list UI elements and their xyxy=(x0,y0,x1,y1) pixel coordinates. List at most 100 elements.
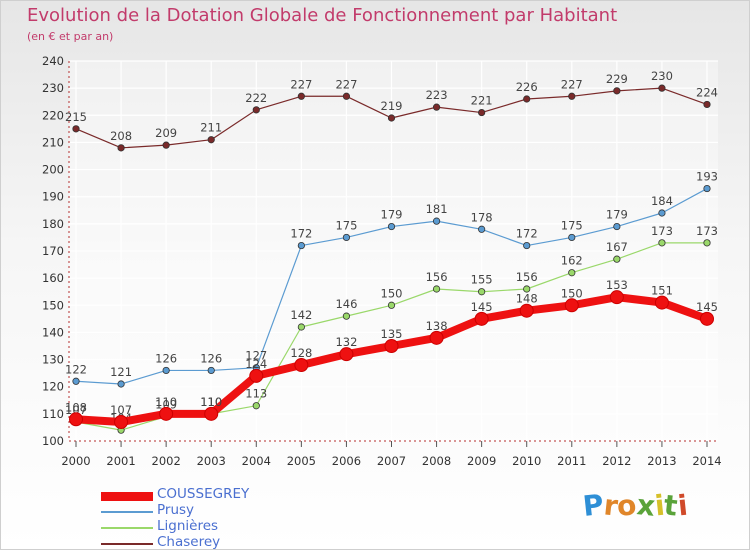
data-label-chaserey: 227 xyxy=(561,77,583,91)
data-point-coussegrey xyxy=(159,406,174,421)
data-label-prusy: 181 xyxy=(426,202,448,216)
data-label-chaserey: 227 xyxy=(290,77,312,91)
data-point-prusy xyxy=(117,380,125,388)
data-label-coussegrey: 108 xyxy=(65,400,87,414)
data-label-ligni-res: 173 xyxy=(651,224,673,238)
data-label-prusy: 178 xyxy=(471,210,493,224)
data-label-ligni-res: 167 xyxy=(606,240,628,254)
legend-swatch-prusy xyxy=(101,511,153,513)
data-point-chaserey xyxy=(658,84,666,92)
data-point-coussegrey xyxy=(564,298,579,313)
data-label-ligni-res: 146 xyxy=(335,297,357,311)
data-point-chaserey xyxy=(297,92,305,100)
data-point-prusy xyxy=(658,209,666,217)
data-label-coussegrey: 132 xyxy=(335,335,357,349)
y-tick-label: 170 xyxy=(42,244,64,258)
x-tick-label: 2003 xyxy=(197,454,226,468)
data-label-coussegrey: 128 xyxy=(290,346,312,360)
line-chart: 1001101201301401501601701801902002102202… xyxy=(42,54,722,468)
data-label-ligni-res: 150 xyxy=(381,286,403,300)
data-point-ligni-res xyxy=(297,323,305,331)
data-point-prusy xyxy=(297,241,305,250)
x-tick-label: 2005 xyxy=(287,454,316,468)
data-label-ligni-res: 173 xyxy=(696,224,718,238)
data-label-prusy: 172 xyxy=(516,227,538,241)
data-point-coussegrey xyxy=(249,368,264,383)
data-label-chaserey: 224 xyxy=(696,85,718,99)
data-point-ligni-res xyxy=(432,285,441,293)
chart-title: Evolution de la Dotation Globale de Fonc… xyxy=(27,5,618,26)
data-label-chaserey: 219 xyxy=(381,99,403,113)
x-tick-label: 2014 xyxy=(692,454,721,468)
data-point-prusy xyxy=(613,222,621,231)
data-point-prusy xyxy=(162,366,170,375)
legend-label-ligni-res: Lignières xyxy=(157,518,219,534)
data-label-chaserey: 229 xyxy=(606,72,628,86)
data-point-chaserey xyxy=(387,114,396,122)
data-label-chaserey: 208 xyxy=(110,129,132,143)
data-label-coussegrey: 145 xyxy=(471,300,493,314)
data-label-prusy: 179 xyxy=(606,208,628,222)
data-label-coussegrey: 138 xyxy=(426,319,448,333)
x-tick-label: 2001 xyxy=(106,454,135,468)
data-label-prusy: 184 xyxy=(651,194,673,208)
data-point-coussegrey xyxy=(69,412,83,427)
data-label-ligni-res: 109 xyxy=(155,398,177,412)
data-point-ligni-res xyxy=(568,269,576,277)
y-tick-label: 120 xyxy=(42,380,64,394)
data-label-coussegrey: 150 xyxy=(561,286,583,300)
data-point-ligni-res xyxy=(478,288,486,296)
data-label-coussegrey: 110 xyxy=(155,395,177,409)
y-tick-label: 190 xyxy=(42,190,64,204)
y-tick-label: 140 xyxy=(42,325,64,339)
data-point-ligni-res xyxy=(703,239,711,247)
data-label-coussegrey: 151 xyxy=(651,284,673,298)
x-tick-label: 2012 xyxy=(602,454,631,468)
data-point-coussegrey xyxy=(700,311,714,326)
data-point-coussegrey xyxy=(654,295,669,310)
data-label-prusy: 127 xyxy=(245,349,267,363)
data-point-prusy xyxy=(72,377,80,385)
x-tick-label: 2007 xyxy=(377,454,406,468)
data-point-ligni-res xyxy=(523,285,531,293)
data-label-prusy: 126 xyxy=(155,351,177,365)
data-point-ligni-res xyxy=(658,239,666,247)
x-tick-label: 2013 xyxy=(647,454,676,468)
data-point-chaserey xyxy=(72,125,80,133)
data-label-coussegrey: 107 xyxy=(110,403,132,417)
data-point-prusy xyxy=(568,233,576,242)
data-point-chaserey xyxy=(432,103,441,111)
data-point-chaserey xyxy=(342,92,351,100)
data-label-chaserey: 222 xyxy=(245,91,267,105)
data-label-coussegrey: 153 xyxy=(606,278,628,292)
data-point-chaserey xyxy=(523,95,531,103)
x-tick-label: 2000 xyxy=(61,454,90,468)
data-label-prusy: 126 xyxy=(200,351,222,365)
data-label-chaserey: 211 xyxy=(200,121,222,135)
data-label-chaserey: 223 xyxy=(426,88,448,102)
data-label-prusy: 172 xyxy=(290,227,312,241)
data-point-chaserey xyxy=(117,144,125,152)
y-tick-label: 100 xyxy=(42,434,64,448)
logo-letter: i xyxy=(675,488,689,523)
data-point-ligni-res xyxy=(613,255,621,263)
data-label-ligni-res: 113 xyxy=(245,387,267,401)
data-point-coussegrey xyxy=(294,358,309,372)
y-tick-label: 110 xyxy=(42,407,64,421)
data-point-chaserey xyxy=(162,141,170,149)
data-point-chaserey xyxy=(703,100,711,109)
x-tick-label: 2011 xyxy=(557,454,586,468)
data-point-coussegrey xyxy=(204,406,219,421)
x-tick-label: 2004 xyxy=(242,454,271,468)
legend-swatch-chaserey xyxy=(101,543,153,545)
data-point-chaserey xyxy=(207,136,215,144)
data-point-coussegrey xyxy=(474,311,489,326)
legend-label-coussegrey: COUSSEGREY xyxy=(157,486,250,502)
data-label-coussegrey: 110 xyxy=(200,395,222,409)
x-tick-label: 2010 xyxy=(512,454,541,468)
y-tick-label: 200 xyxy=(42,163,64,177)
data-label-ligni-res: 162 xyxy=(561,254,583,268)
y-tick-label: 240 xyxy=(42,54,64,68)
y-tick-label: 230 xyxy=(42,81,64,95)
